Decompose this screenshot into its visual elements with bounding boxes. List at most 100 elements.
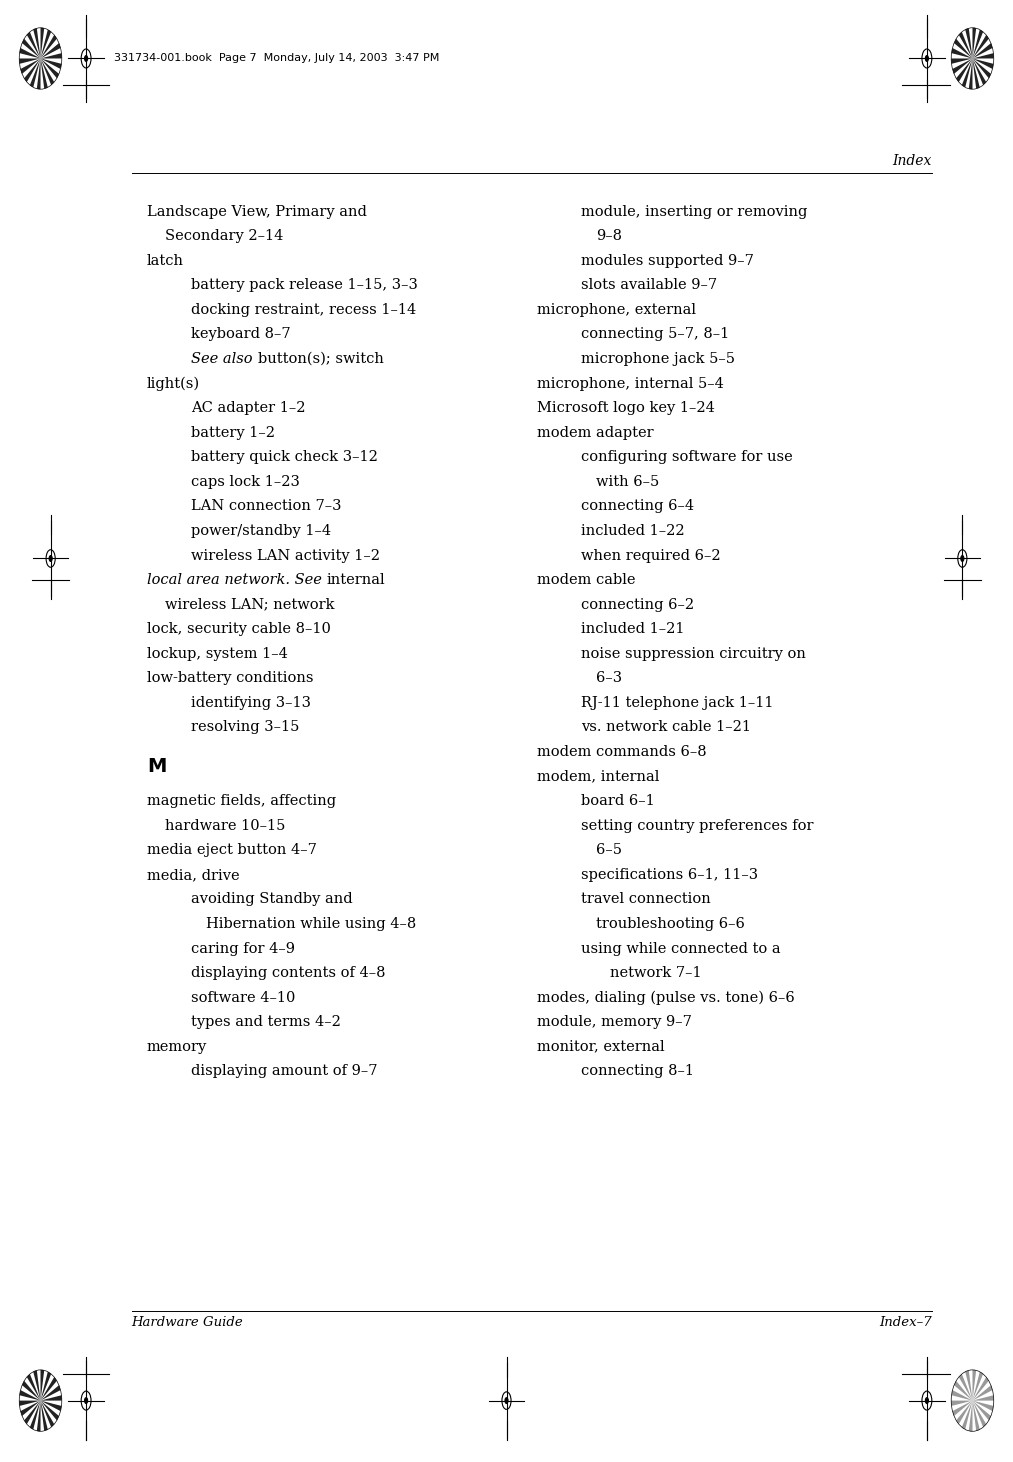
Text: wireless LAN activity 1–2: wireless LAN activity 1–2: [191, 548, 381, 563]
Text: 331734-001.book  Page 7  Monday, July 14, 2003  3:47 PM: 331734-001.book Page 7 Monday, July 14, …: [114, 54, 440, 63]
Wedge shape: [972, 58, 986, 85]
Wedge shape: [41, 1401, 48, 1431]
Text: caring for 4–9: caring for 4–9: [191, 942, 296, 956]
Text: types and terms 4–2: types and terms 4–2: [191, 1015, 341, 1029]
Wedge shape: [20, 58, 41, 73]
Ellipse shape: [960, 556, 963, 561]
Wedge shape: [24, 1401, 41, 1424]
Text: module, memory 9–7: module, memory 9–7: [537, 1015, 692, 1029]
Ellipse shape: [81, 50, 91, 67]
Text: Hibernation while using 4–8: Hibernation while using 4–8: [206, 917, 416, 931]
Text: battery quick check 3–12: battery quick check 3–12: [191, 450, 378, 465]
Text: slots available 9–7: slots available 9–7: [581, 278, 717, 292]
Wedge shape: [968, 58, 972, 89]
Text: battery 1–2: battery 1–2: [191, 425, 276, 440]
Text: module, inserting or removing: module, inserting or removing: [581, 205, 807, 219]
Text: light(s): light(s): [147, 377, 200, 390]
Text: AC adapter 1–2: AC adapter 1–2: [191, 401, 306, 415]
Ellipse shape: [926, 1398, 928, 1404]
Wedge shape: [972, 58, 991, 77]
Wedge shape: [951, 1401, 972, 1406]
Wedge shape: [41, 58, 59, 77]
Wedge shape: [41, 1401, 54, 1427]
Wedge shape: [972, 1386, 993, 1401]
Text: board 6–1: board 6–1: [581, 794, 655, 808]
Text: media eject button 4–7: media eject button 4–7: [147, 844, 317, 857]
Ellipse shape: [505, 1398, 509, 1404]
Text: 9–8: 9–8: [596, 230, 622, 243]
Wedge shape: [41, 28, 45, 58]
Wedge shape: [41, 35, 57, 58]
Text: included 1–22: included 1–22: [581, 523, 685, 538]
Wedge shape: [972, 1395, 994, 1401]
Text: modem cable: modem cable: [537, 573, 635, 588]
Wedge shape: [41, 1386, 61, 1401]
Text: travel connection: travel connection: [581, 892, 711, 906]
Text: microphone, external: microphone, external: [537, 303, 696, 317]
Wedge shape: [972, 44, 993, 58]
Wedge shape: [959, 1374, 972, 1401]
Wedge shape: [972, 1401, 994, 1411]
Ellipse shape: [47, 550, 56, 567]
Wedge shape: [41, 1370, 45, 1401]
Wedge shape: [952, 1401, 972, 1415]
Wedge shape: [41, 1377, 57, 1401]
Wedge shape: [41, 1371, 51, 1401]
Text: docking restraint, recess 1–14: docking restraint, recess 1–14: [191, 303, 416, 317]
Text: monitor, external: monitor, external: [537, 1039, 665, 1054]
Text: modem commands 6–8: modem commands 6–8: [537, 746, 706, 759]
Wedge shape: [972, 1377, 989, 1401]
Text: 6–5: 6–5: [596, 844, 622, 857]
Text: magnetic fields, affecting: magnetic fields, affecting: [147, 794, 336, 808]
Wedge shape: [24, 58, 41, 82]
Text: using while connected to a: using while connected to a: [581, 942, 781, 956]
Text: caps lock 1–23: caps lock 1–23: [191, 475, 300, 488]
Text: lock, security cable 8–10: lock, security cable 8–10: [147, 623, 331, 636]
Wedge shape: [19, 1390, 41, 1401]
Text: memory: memory: [147, 1039, 207, 1054]
Wedge shape: [41, 53, 62, 58]
Text: connecting 8–1: connecting 8–1: [581, 1064, 695, 1079]
Text: lockup, system 1–4: lockup, system 1–4: [147, 646, 288, 661]
Ellipse shape: [85, 56, 88, 61]
Wedge shape: [36, 1401, 41, 1431]
Ellipse shape: [926, 56, 928, 61]
Text: displaying amount of 9–7: displaying amount of 9–7: [191, 1064, 378, 1079]
Text: Index: Index: [892, 154, 932, 168]
Ellipse shape: [49, 556, 53, 561]
Wedge shape: [952, 58, 972, 73]
Text: See also: See also: [191, 352, 257, 366]
Text: M: M: [147, 757, 166, 776]
Wedge shape: [19, 1401, 41, 1406]
Wedge shape: [972, 1401, 991, 1420]
Ellipse shape: [85, 1398, 88, 1404]
Wedge shape: [29, 58, 41, 88]
Wedge shape: [41, 1401, 62, 1411]
Wedge shape: [972, 58, 994, 69]
Wedge shape: [972, 1370, 977, 1401]
Text: displaying contents of 4–8: displaying contents of 4–8: [191, 966, 386, 980]
Text: microphone jack 5–5: microphone jack 5–5: [581, 352, 735, 366]
Ellipse shape: [502, 1392, 511, 1409]
Text: low-battery conditions: low-battery conditions: [147, 671, 313, 686]
Wedge shape: [19, 48, 41, 58]
Text: latch: latch: [147, 254, 184, 268]
Wedge shape: [972, 1401, 986, 1427]
Text: when required 6–2: when required 6–2: [581, 548, 721, 563]
Text: noise suppression circuitry on: noise suppression circuitry on: [581, 646, 806, 661]
Wedge shape: [965, 1370, 972, 1401]
Wedge shape: [954, 39, 972, 58]
Text: network 7–1: network 7–1: [610, 966, 701, 980]
Wedge shape: [22, 39, 41, 58]
Text: Microsoft logo key 1–24: Microsoft logo key 1–24: [537, 401, 715, 415]
Wedge shape: [41, 29, 51, 58]
Wedge shape: [972, 35, 989, 58]
Wedge shape: [954, 1382, 972, 1401]
Wedge shape: [968, 1401, 972, 1431]
Wedge shape: [27, 32, 41, 58]
Wedge shape: [972, 29, 983, 58]
Wedge shape: [956, 1401, 972, 1424]
Wedge shape: [41, 58, 48, 89]
Wedge shape: [972, 28, 977, 58]
Wedge shape: [951, 1390, 972, 1401]
